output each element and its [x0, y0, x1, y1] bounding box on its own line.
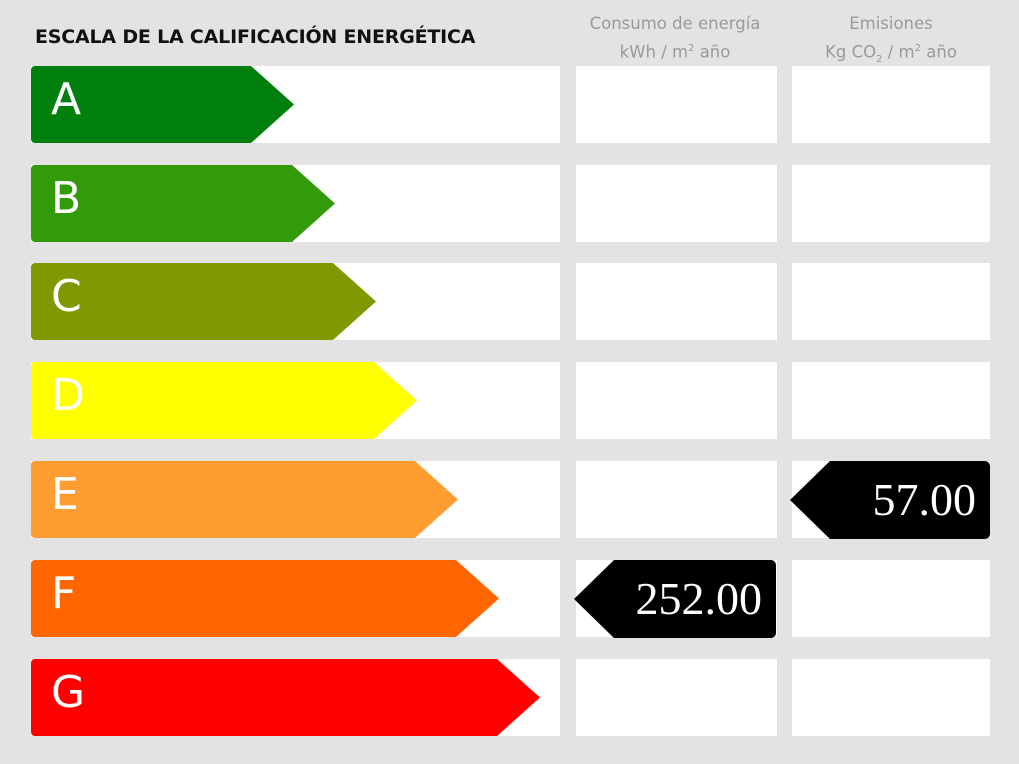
page-title: ESCALA DE LA CALIFICACIÓN ENERGÉTICA [35, 26, 476, 48]
emisiones-cell [792, 66, 990, 143]
rating-letter: A [51, 74, 82, 125]
rating-letter: G [51, 667, 86, 718]
consumo-value-arrow: 252.00 [574, 560, 776, 638]
consumo-header-label: Consumo de energía [589, 14, 761, 33]
emisiones-cell [792, 362, 990, 439]
rating-arrow-d: D [31, 362, 417, 439]
rating-letter: B [51, 173, 82, 224]
consumo-cell [576, 66, 777, 143]
consumo-cell [576, 461, 777, 538]
consumo-header: Consumo de energía kWh / m2 año [570, 11, 780, 65]
emisiones-cell [792, 165, 990, 242]
consumo-cell [576, 165, 777, 242]
emisiones-cell [792, 659, 990, 736]
emisiones-header: Emisiones Kg CO2 / m2 año [786, 11, 996, 72]
emisiones-cell [792, 560, 990, 637]
rating-letter: D [51, 370, 85, 421]
rating-letter: F [51, 568, 77, 619]
consumo-value: 252.00 [635, 573, 763, 624]
rating-arrow-e: E [31, 461, 458, 538]
emisiones-cell [792, 263, 990, 340]
rating-arrow-b: B [31, 165, 335, 242]
rating-letter: E [51, 469, 79, 520]
rating-arrow-f: F [31, 560, 499, 637]
rating-letter: C [51, 271, 82, 322]
consumo-cell [576, 362, 777, 439]
emisiones-unit: Kg CO2 / m2 año [825, 42, 957, 65]
consumo-cell [576, 659, 777, 736]
rating-arrow-a: A [31, 66, 294, 143]
emisiones-value: 57.00 [872, 474, 977, 525]
rating-arrow-g: G [31, 659, 540, 736]
emisiones-value-arrow: 57.00 [790, 461, 990, 539]
consumo-cell [576, 263, 777, 340]
consumo-unit: kWh / m2 año [619, 42, 731, 62]
rating-arrow-c: C [31, 263, 376, 340]
emisiones-header-label: Emisiones [849, 14, 933, 33]
